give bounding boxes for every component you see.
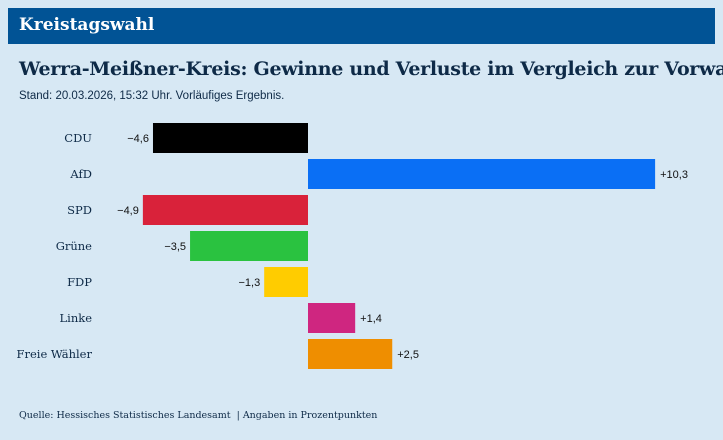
category-label: FDP [67,275,92,289]
data-label: −4,6 [127,133,149,145]
chart-subtitle: Stand: 20.03.2026, 15:32 Uhr. Vorläufige… [19,90,285,102]
source-text: Quelle: Hessisches Statistisches Landesa… [19,410,231,421]
bar [152,123,308,153]
bar [308,303,356,333]
data-label: −1,3 [238,277,260,289]
category-label: Linke [60,311,93,325]
footer: Quelle: Hessisches Statistisches Landesa… [19,410,378,421]
bar [308,339,393,369]
category-label: CDU [64,131,92,145]
category-label: SPD [67,203,92,217]
data-label: −3,5 [164,241,186,253]
unit-text: Angaben in Prozentpunkten [242,410,378,421]
data-label: +10,3 [660,169,688,181]
data-label: +1,4 [360,313,382,325]
category-label: AfD [69,167,92,181]
header-bar: Kreistagswahl [8,8,715,44]
bar [308,159,656,189]
data-label: +2,5 [397,349,419,361]
category-label: Freie Wähler [17,347,93,361]
chart-title: Werra-Meißner-Kreis: Gewinne und Verlust… [19,58,723,80]
header-title: Kreistagswahl [19,15,155,35]
bar [264,267,308,297]
bar [142,195,308,225]
data-label: −4,9 [117,205,139,217]
bar [190,231,308,261]
category-label: Grüne [56,239,92,253]
